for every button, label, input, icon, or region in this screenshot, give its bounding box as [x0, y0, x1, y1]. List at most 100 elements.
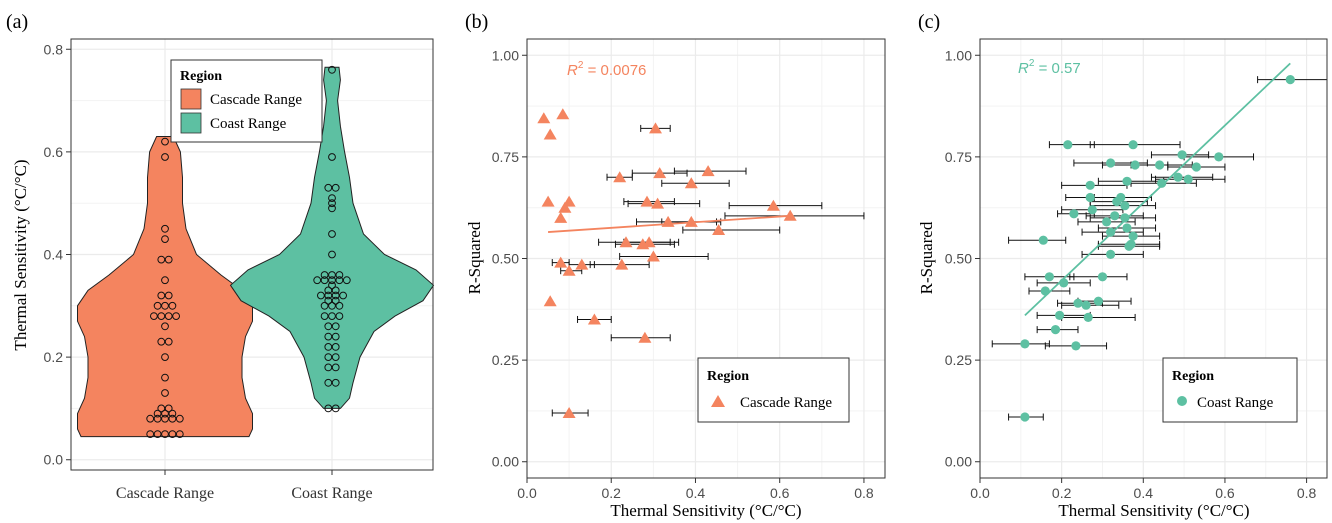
data-point	[783, 209, 797, 221]
dot-point	[157, 404, 166, 413]
data-point	[646, 250, 660, 262]
data-point	[1055, 310, 1065, 320]
legend-label-coast: Coast Range	[210, 116, 287, 132]
data-point	[575, 258, 589, 270]
data-point	[766, 199, 780, 211]
data-point	[554, 211, 568, 223]
panel-a-y-axis-title: Thermal Sensitivity (°C/°C)	[11, 159, 30, 350]
dot-point	[146, 430, 155, 439]
r2-superscript: 2	[1029, 58, 1035, 69]
x-tick-label: 0.4	[1134, 485, 1154, 501]
dot-point	[324, 404, 333, 413]
data-point	[1173, 172, 1183, 182]
x-category-label: Cascade Range	[116, 485, 214, 502]
y-tick-label: 0.00	[945, 454, 972, 470]
dot-point	[328, 301, 336, 310]
data-point	[1120, 201, 1130, 211]
dot-point	[161, 276, 169, 285]
panel-c-r2-annotation: R2 = 0.57	[1018, 58, 1081, 77]
data-point	[1069, 209, 1079, 219]
legend-marker-triangle	[711, 395, 725, 407]
dot-point	[324, 363, 333, 372]
dot-point	[320, 312, 329, 321]
data-point	[1063, 140, 1073, 150]
x-tick-label: 0.8	[1297, 485, 1317, 501]
dot-point	[150, 312, 158, 321]
x-category-label: Coast Range	[291, 485, 372, 502]
dot-point	[331, 296, 340, 305]
panel-a-violins	[77, 65, 435, 439]
dot-point	[331, 343, 340, 351]
panel-c-scatter: (c) 0.0 0.2 0.4 0.6 0.80.000.250.500.751.00 …	[917, 11, 1328, 520]
legend-swatch-coast	[180, 112, 202, 134]
dot-point	[168, 301, 177, 310]
dot-point	[153, 414, 162, 423]
legend-label-cascade: Cascade Range	[210, 92, 302, 108]
dot-point	[331, 291, 340, 300]
dot-point	[328, 281, 336, 290]
y-tick-label: 0.0	[44, 452, 64, 468]
dot-point	[161, 409, 169, 418]
legend-title: Region	[180, 69, 222, 84]
data-point	[1044, 272, 1054, 282]
y-tick-label: 0.2	[44, 349, 64, 365]
data-point	[1020, 412, 1030, 422]
dot-point	[328, 199, 336, 208]
dot-point	[324, 332, 333, 341]
data-point	[1128, 231, 1138, 241]
data-point	[640, 195, 654, 207]
data-point	[1085, 180, 1095, 190]
panel-c-data	[991, 62, 1328, 422]
data-point	[1183, 174, 1193, 184]
dot-point	[146, 414, 155, 423]
data-point	[1102, 217, 1112, 227]
data-point	[558, 201, 572, 213]
dot-point	[153, 430, 162, 439]
panel-b-y-axis-title: R-Squared	[465, 221, 484, 294]
dot-point	[328, 276, 336, 285]
dot-point	[331, 363, 340, 372]
x-tick-label: 0.0	[517, 485, 537, 501]
x-tick-label: 0.6	[1215, 485, 1235, 501]
legend-box	[1162, 357, 1298, 423]
data-point	[1106, 249, 1116, 259]
panel-label-c: (c)	[918, 11, 940, 33]
dot-point	[317, 291, 325, 300]
dot-point	[153, 301, 162, 310]
regression-line	[1024, 62, 1291, 317]
y-tick-label: 0.75	[492, 149, 519, 165]
r2-value: = 0.0076	[583, 62, 646, 79]
dot-point	[335, 276, 344, 285]
dot-point	[153, 409, 162, 418]
dot-point	[331, 183, 340, 192]
dot-point	[164, 337, 173, 346]
data-point	[587, 313, 601, 325]
data-point	[613, 171, 627, 183]
dot-point	[328, 204, 336, 213]
y-tick-label: 0.8	[44, 41, 64, 57]
violin-shape	[77, 136, 253, 438]
dot-point	[328, 312, 336, 321]
dot-point	[320, 301, 329, 310]
y-tick-label: 0.25	[492, 352, 519, 368]
panel-c-ticks: 0.0 0.2 0.4 0.6 0.8 0.00 0.25 0.50 0.75 1.00	[945, 47, 1317, 501]
data-point	[562, 407, 576, 418]
x-tick-label: 0.8	[854, 485, 874, 501]
panel-c-x-axis-title: Thermal Sensitivity (°C/°C)	[1058, 501, 1249, 520]
dot-point	[161, 301, 169, 310]
dot-point	[324, 296, 333, 305]
panel-c-legend: Region Coast Range	[1162, 357, 1298, 423]
dot-point	[324, 291, 333, 300]
panel-label-a: (a)	[6, 11, 28, 33]
data-point	[636, 238, 650, 250]
data-point	[619, 236, 633, 248]
legend-label-cascade: Cascade Range	[740, 395, 832, 411]
dot-point	[164, 255, 173, 264]
data-point	[1214, 152, 1224, 162]
data-point	[1073, 298, 1083, 308]
data-point	[1155, 160, 1165, 170]
dot-point	[331, 404, 340, 413]
data-point	[1097, 272, 1108, 282]
data-point	[1106, 227, 1116, 237]
